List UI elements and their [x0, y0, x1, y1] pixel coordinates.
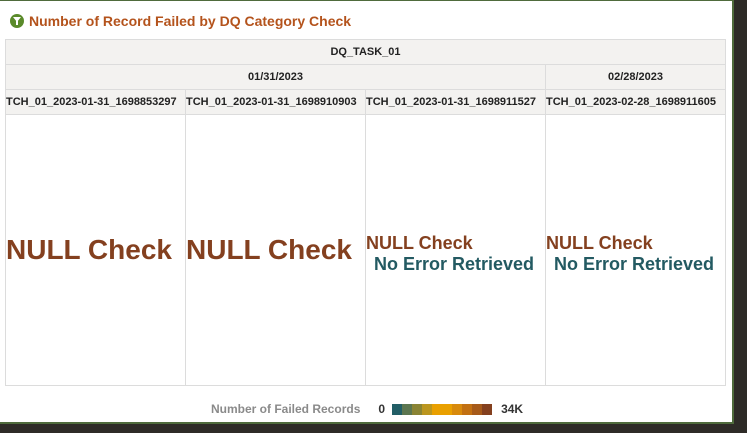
table-cell[interactable]: NULL Check No Error Retrieved	[365, 114, 546, 386]
batch-header: TCH_01_2023-02-28_1698911605	[545, 89, 726, 115]
report-panel: Number of Record Failed by DQ Category C…	[0, 0, 734, 424]
pivot-table: DQ_TASK_01 01/31/2023 02/28/2023 TCH_01_…	[5, 39, 726, 386]
date-header: 02/28/2023	[545, 64, 726, 90]
batch-header: TCH_01_2023-01-31_1698910903	[185, 89, 366, 115]
legend-swatch	[462, 403, 473, 415]
batch-header: TCH_01_2023-01-31_1698853297	[5, 89, 186, 115]
task-header: DQ_TASK_01	[5, 39, 726, 65]
legend-swatch	[472, 403, 483, 415]
status-message: No Error Retrieved	[374, 254, 535, 274]
batch-header: TCH_01_2023-01-31_1698911527	[365, 89, 546, 115]
category-label: NULL Check	[6, 234, 172, 265]
category-label: NULL Check	[186, 234, 352, 265]
status-message: No Error Retrieved	[554, 254, 715, 274]
filter-icon[interactable]	[10, 14, 24, 28]
table-cell[interactable]: NULL Check	[5, 114, 186, 386]
legend-gradient	[392, 403, 493, 415]
table-cell[interactable]: NULL Check No Error Retrieved	[545, 114, 726, 386]
date-header: 01/31/2023	[5, 64, 546, 90]
legend-min: 0	[378, 402, 386, 416]
legend-swatch	[442, 403, 453, 415]
category-label: NULL Check	[366, 233, 473, 253]
legend-swatch	[392, 403, 403, 415]
legend-swatch	[412, 403, 423, 415]
color-legend: Number of Failed Records 0 34K	[211, 402, 523, 416]
category-label: NULL Check	[546, 233, 653, 253]
legend-label: Number of Failed Records	[211, 402, 361, 416]
legend-swatch	[422, 403, 433, 415]
legend-swatch	[452, 403, 463, 415]
report-title: Number of Record Failed by DQ Category C…	[10, 13, 351, 29]
title-text: Number of Record Failed by DQ Category C…	[29, 13, 352, 29]
legend-swatch	[432, 403, 443, 415]
legend-max: 34K	[501, 402, 524, 416]
table-cell[interactable]: NULL Check	[185, 114, 366, 386]
legend-swatch	[482, 403, 493, 415]
legend-swatch	[402, 403, 413, 415]
